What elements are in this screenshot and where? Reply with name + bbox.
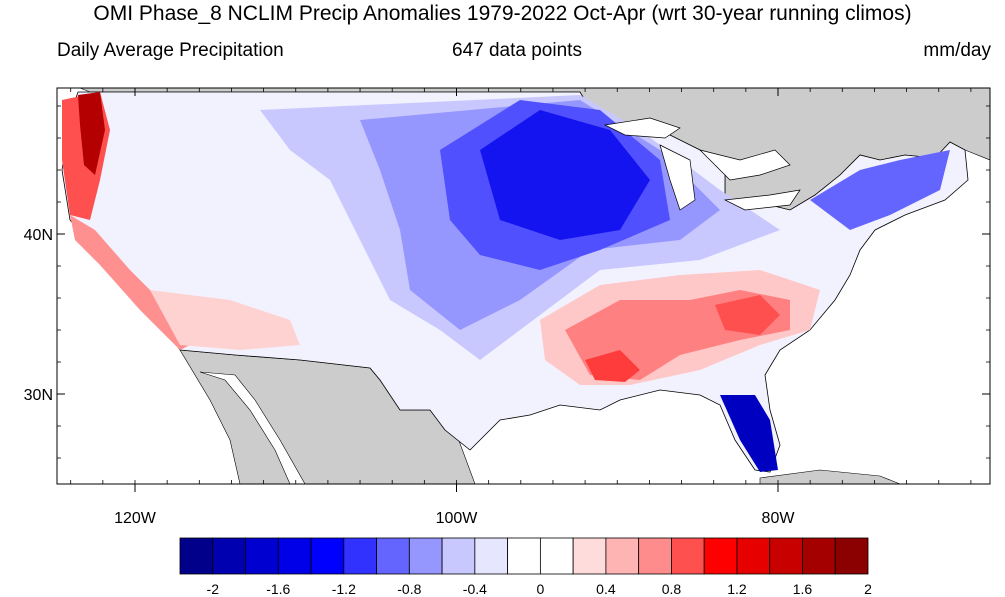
colorbar-swatch [343,537,377,575]
colorbar-swatch [834,537,869,575]
anomaly-blue-northeast [810,150,950,230]
colorbar: -2 -1.6 -1.2 -0.8 -0.4 0 0.4 0.8 1.2 1.6 2 [179,537,872,597]
colorbar-swatch [507,537,541,575]
colorbar-label: 1.2 [727,581,747,597]
colorbar-swatch [605,537,640,575]
colorbar-swatch [671,537,705,575]
colorbar-label: 2 [864,581,872,597]
colorbar-swatch [277,537,312,575]
colorbar-label: -0.8 [397,581,421,597]
cuba-landmass [759,469,901,484]
colorbar-label: 0 [536,581,544,597]
colorbar-label: -1.2 [332,581,356,597]
colorbar-label: -2 [207,581,220,597]
colorbar-label: -1.6 [266,581,290,597]
longitude-ticks: 120W 100W 80W [70,88,972,527]
lon-tick-label: 120W [114,510,157,527]
anomaly-light-red-southwest [150,290,300,350]
map-title: OMI Phase_8 NCLIM Precip Anomalies 1979-… [93,2,912,25]
colorbar-swatch [703,537,738,575]
colorbar-swatch [539,537,574,575]
units-label: mm/day [923,40,991,61]
anomaly-dark-blue-florida [720,395,778,472]
colorbar-label: 0.8 [662,581,682,597]
colorbar-swatch [408,537,443,575]
colorbar-swatch [638,537,672,575]
lat-tick-label: 40N [24,227,53,244]
anomaly-strong-red-carolinas [715,295,780,335]
colorbar-swatch [212,537,246,575]
colorbar-label: 1.6 [793,581,813,597]
anomaly-dark-red-cascades [78,92,105,175]
gulf-of-california [199,371,306,484]
colorbar-swatch [769,537,803,575]
map-frame [56,87,991,485]
colorbar-label: -0.4 [463,581,487,597]
colorbar-label: 0.4 [596,581,616,597]
great-lakes [603,117,801,211]
lon-tick-label: 100W [436,510,479,527]
left-subtitle: Daily Average Precipitation [57,40,284,61]
colorbar-swatch [802,537,836,575]
anomaly-strong-red-gulf [585,350,640,382]
colorbar-swatch [179,537,214,575]
colorbar-swatch [310,537,345,575]
lon-tick-label: 80W [762,510,796,527]
lat-tick-label: 30N [24,387,53,404]
center-subtitle: 647 data points [452,40,582,61]
colorbar-swatch [572,537,607,575]
colorbar-swatch [441,537,476,575]
colorbar-swatch [474,537,509,575]
map-content [57,88,990,484]
latitude-ticks: 40N 30N [24,105,990,459]
anomaly-dark-blue-upper-midwest [480,110,650,240]
colorbar-swatch [376,537,410,575]
colorbar-swatch [736,537,771,575]
colorbar-swatch [245,537,279,575]
